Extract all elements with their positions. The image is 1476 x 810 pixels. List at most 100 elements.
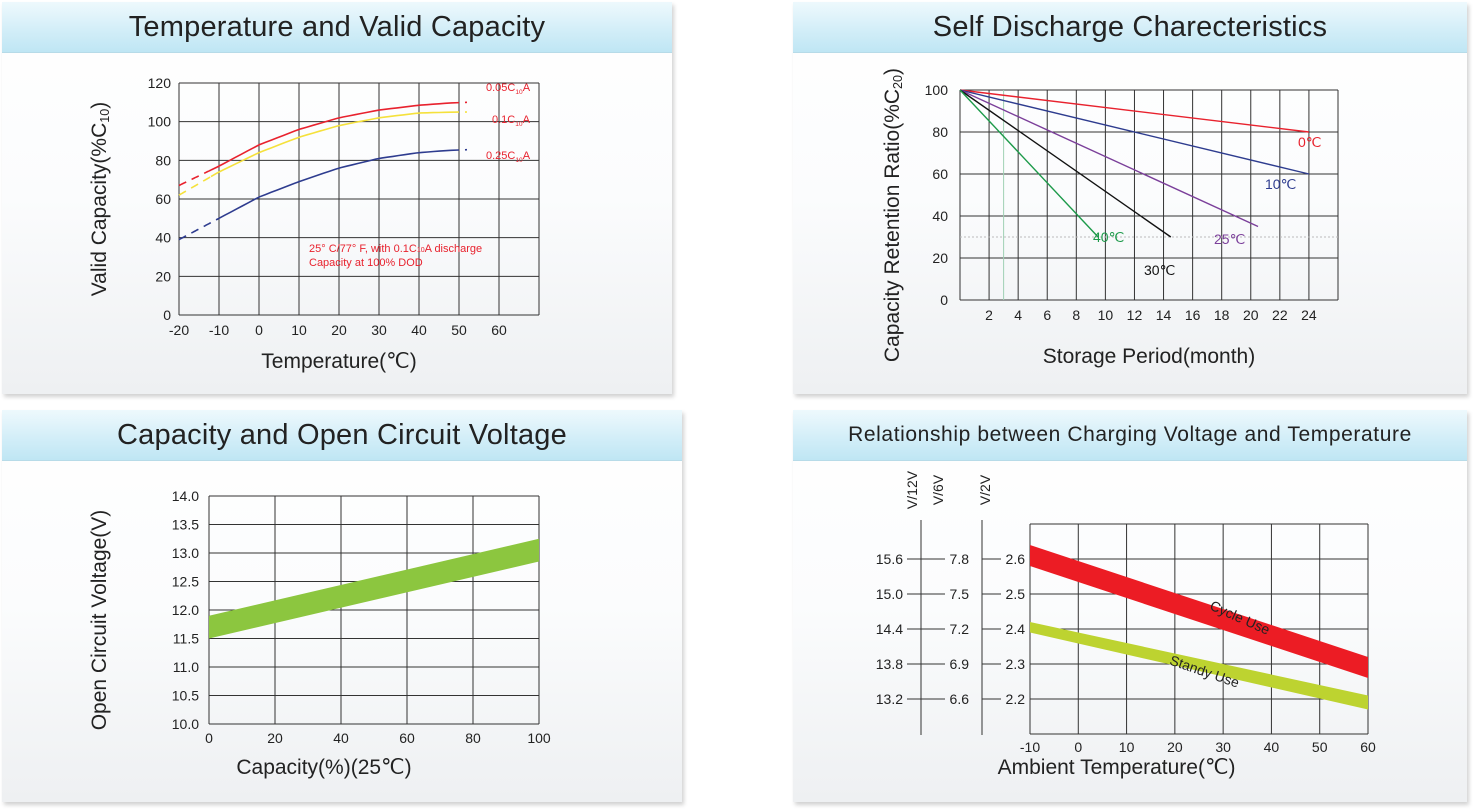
- y-tick-label: 40: [932, 208, 948, 224]
- axis-label: V/6V: [930, 474, 946, 505]
- series-label: 40℃: [1093, 229, 1124, 245]
- series-line: [210, 111, 452, 178]
- y-tick-label: 10.5: [172, 688, 199, 704]
- y-tick-label: 2.6: [1006, 551, 1026, 567]
- panel-header: Temperature and Valid Capacity: [2, 2, 672, 53]
- x-tick-label: 60: [1360, 739, 1376, 755]
- chart-temperature-capacity: -20 -10 0 10 20 30 40 50 60 0 20 40 60 80 100 120 Temper…: [88, 75, 540, 373]
- y-tick-label: 15.0: [876, 586, 903, 602]
- series-line-dashed: [178, 217, 220, 241]
- series-label: 0.1C10A: [492, 114, 531, 128]
- y-tick-label: 12.5: [172, 574, 199, 590]
- y-tick-label: 15.6: [876, 551, 903, 567]
- x-tick-label: 80: [465, 730, 481, 746]
- y-tick-label: 7.8: [950, 551, 970, 567]
- y-tick-label: 11.5: [173, 631, 199, 647]
- x-tick-label: 22: [1272, 307, 1288, 323]
- y-tick-label: 13.0: [172, 545, 199, 561]
- grid: [178, 82, 540, 316]
- x-tick-label: 4: [1014, 307, 1022, 323]
- x-tick-label: 0: [205, 730, 213, 746]
- x-tick-label: 16: [1185, 307, 1201, 323]
- x-tick-label: 18: [1214, 307, 1230, 323]
- x-tick-label: 20: [331, 322, 347, 338]
- panel-charging-voltage: Relationship between Charging Voltage an…: [793, 410, 1467, 802]
- x-tick-label: -10: [209, 322, 229, 338]
- x-axis-title: Storage Period(month): [1043, 345, 1255, 368]
- x-tick-label: 50: [1312, 739, 1328, 755]
- y-tick-label: 2.2: [1006, 691, 1026, 707]
- series-line: [959, 89, 1259, 228]
- x-tick-label: 60: [399, 730, 415, 746]
- series-line: [959, 89, 1099, 238]
- x-axis-title: Temperature(℃): [261, 350, 416, 373]
- series-line: [959, 89, 1310, 133]
- x-axis-title: Ambient Temperature(℃): [998, 756, 1236, 779]
- y-tick-label: 80: [932, 124, 948, 140]
- annotation-line-2: Capacity at 100% DOD: [309, 257, 423, 269]
- y-axis-title: Open Circuit Voltage(V): [88, 510, 111, 731]
- y-axis-title: Valid Capacity(%C10): [88, 102, 112, 297]
- x-tick-label: 6: [1043, 307, 1051, 323]
- chart-charging-voltage: -10 0 10 20 30 40 50 60 Ambient Temperature(℃) V/…: [876, 470, 1376, 779]
- x-tick-label: 40: [333, 730, 349, 746]
- y-tick-label: 100: [148, 114, 172, 130]
- y-tick-label: 40: [155, 230, 171, 246]
- y-tick-label: 7.2: [950, 621, 970, 637]
- series-band: [209, 538, 539, 639]
- series-line-dashed: [178, 175, 212, 196]
- panel-temperature-capacity: Temperature and Valid Capacity -20 -10 0 10…: [2, 2, 672, 394]
- panel-capacity-voltage: Capacity and Open Circuit Voltage 0 20 40 6…: [2, 410, 682, 802]
- series-band: [1030, 545, 1368, 678]
- y-tick-label: 6.6: [950, 691, 970, 707]
- series-label: 25℃: [1214, 231, 1245, 247]
- y-tick-label: 120: [148, 75, 172, 91]
- x-tick-label: 2: [985, 307, 993, 323]
- series-label: 0℃: [1298, 134, 1322, 150]
- x-tick-label: -10: [1020, 739, 1040, 755]
- x-tick-label: 0: [1074, 739, 1082, 755]
- chart-capacity-voltage: 0 20 40 60 80 100 10.0 10.5 11.0 11.5 12.0 12.5 13.0…: [88, 488, 551, 779]
- y-tick-label: 7.5: [950, 586, 970, 602]
- x-tick-label: 8: [1072, 307, 1080, 323]
- axis-label: V/12V: [904, 470, 920, 509]
- y-tick-label: 2.5: [1006, 586, 1026, 602]
- y-axis-title: Capacity Retention Ratio(%C20): [881, 68, 905, 362]
- y-tick-label: 14.4: [876, 621, 903, 637]
- chart-self-discharge: 2 4 6 8 10 12 14 16 18 20 22 24020406080100Storage …: [881, 68, 1339, 368]
- x-tick-label: 20: [267, 730, 283, 746]
- series-line: [218, 149, 452, 220]
- y-tick-label: 0: [163, 307, 171, 323]
- y-tick-label: 60: [155, 191, 171, 207]
- series-label: 0.05C10A: [486, 82, 531, 96]
- chart-title: Capacity and Open Circuit Voltage: [117, 418, 567, 451]
- y-tick-label: 10.0: [172, 716, 199, 732]
- x-axis-title: Capacity(%)(25℃): [236, 756, 411, 779]
- x-tick-label: 100: [527, 730, 551, 746]
- x-tick-label: 20: [1243, 307, 1259, 323]
- y-tick-label: 20: [932, 250, 948, 266]
- y-tick-label: 13.8: [876, 656, 903, 672]
- series-band: [1030, 622, 1368, 710]
- series-line-dashed: [450, 101, 468, 104]
- panel-self-discharge: Self Discharge Charecteristics 2 4 6 8 10 12 1…: [793, 2, 1467, 394]
- x-tick-label: 14: [1156, 307, 1172, 323]
- y-tick-label: 14.0: [172, 488, 199, 504]
- x-tick-label: 12: [1127, 307, 1143, 323]
- y-tick-label: 13.5: [172, 517, 199, 533]
- series-label: 10℃: [1265, 176, 1296, 192]
- y-tick-label: 2.4: [1006, 621, 1026, 637]
- x-tick-label: 24: [1301, 307, 1317, 323]
- panel-header: Capacity and Open Circuit Voltage: [2, 410, 682, 461]
- y-tick-label: 80: [155, 152, 171, 168]
- x-tick-label: -20: [169, 322, 189, 338]
- panel-header: Relationship between Charging Voltage an…: [793, 410, 1467, 461]
- x-tick-label: 20: [1167, 739, 1183, 755]
- x-tick-label: 50: [451, 322, 467, 338]
- x-tick-label: 30: [1215, 739, 1231, 755]
- y-tick-label: 20: [155, 268, 171, 284]
- x-tick-label: 10: [1119, 739, 1135, 755]
- y-tick-label: 100: [925, 82, 949, 98]
- series-line-dashed: [178, 169, 212, 187]
- annotation-line-1: 25° C/77° F, with 0.1C10A discharge: [309, 243, 482, 255]
